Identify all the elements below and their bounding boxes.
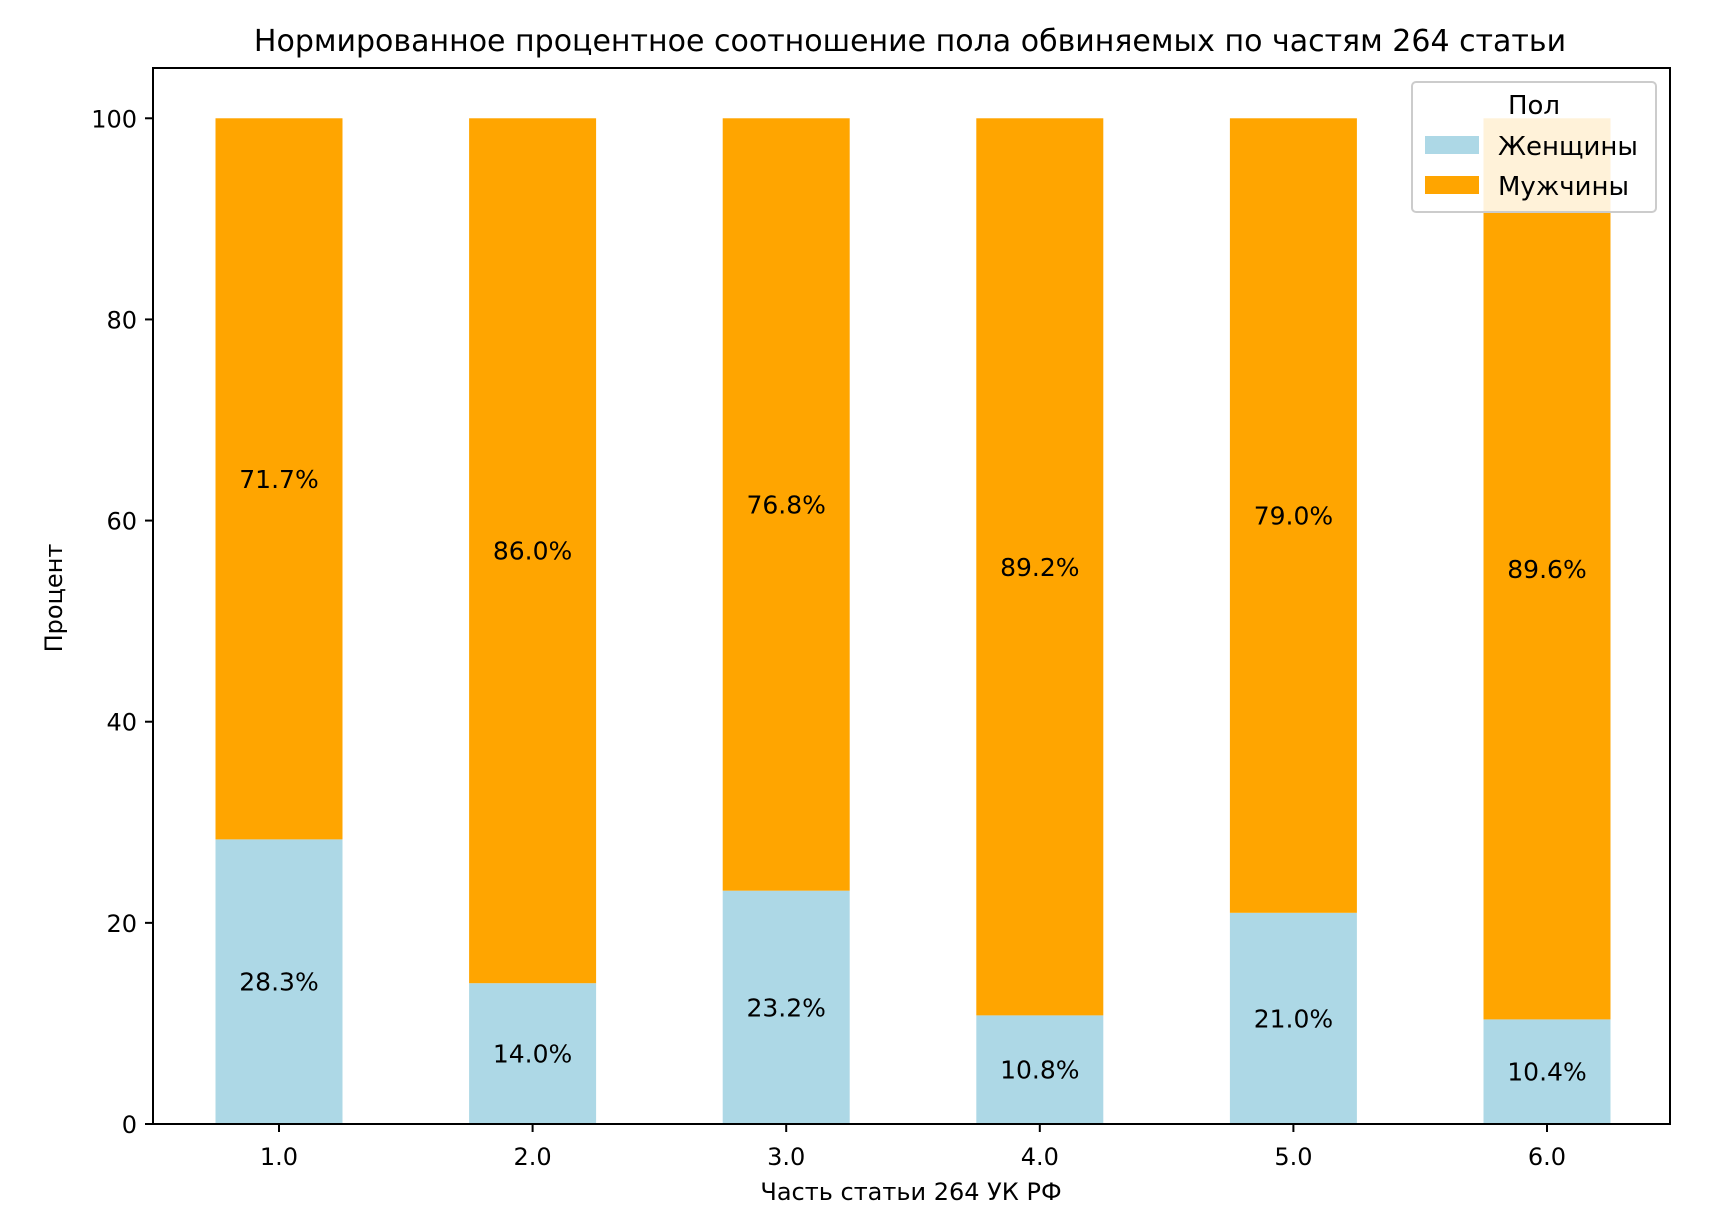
x-tick-label-2: 2.0	[514, 1143, 552, 1171]
y-tick-label-100: 100	[91, 105, 137, 133]
y-tick-label-0: 0	[122, 1111, 137, 1139]
legend-label-women: Женщины	[1498, 132, 1638, 162]
bar-men-2	[469, 118, 597, 984]
y-tick-label-80: 80	[106, 306, 137, 334]
data-label-men-3: 76.8%	[746, 490, 825, 519]
bar-women-1	[215, 839, 343, 1124]
data-label-men-6: 89.6%	[1507, 555, 1586, 584]
bar-women-5	[1229, 912, 1357, 1124]
x-tick-label-5: 5.0	[1274, 1143, 1312, 1171]
bar-men-4	[976, 118, 1104, 1016]
plot-frame	[152, 67, 1671, 1125]
x-tick-label-1: 1.0	[260, 1143, 298, 1171]
bar-women-3	[722, 890, 850, 1124]
data-label-women-2: 14.0%	[493, 1040, 572, 1069]
legend-label-men: Мужчины	[1498, 172, 1629, 202]
bar-women-4	[976, 1015, 1104, 1124]
bar-women-2	[469, 983, 597, 1124]
legend-entries: Женщины Мужчины	[1425, 132, 1638, 202]
y-tick-label-20: 20	[106, 910, 137, 938]
data-label-women-5: 21.0%	[1254, 1004, 1333, 1033]
x-tick-label-4: 4.0	[1021, 1143, 1059, 1171]
data-label-women-4: 10.8%	[1000, 1056, 1079, 1085]
bar-men-1	[215, 118, 343, 840]
x-axis-label: Часть статьи 264 УК РФ	[760, 1178, 1061, 1206]
chart-title: Нормированное процентное соотношение пол…	[254, 24, 1566, 59]
y-axis-label: Процент	[40, 544, 68, 653]
y-tick-label-40: 40	[106, 709, 137, 737]
y-tick-label-60: 60	[106, 508, 137, 536]
legend-swatch-men	[1425, 176, 1479, 194]
data-label-women-3: 23.2%	[746, 993, 825, 1022]
plot-area: 28.3% 71.7% 14.0% 86.0% 23.2% 76.8% 10.8% 89.2%…	[215, 118, 1611, 1124]
x-tick-label-3: 3.0	[767, 1143, 805, 1171]
legend-title: Пол	[1508, 91, 1560, 121]
y-axis: 0 20 40 60 80 100	[91, 105, 153, 1139]
data-label-women-1: 28.3%	[239, 968, 318, 997]
bar-men-3	[722, 118, 850, 891]
bar-men-5	[1229, 118, 1357, 913]
bar-women-6	[1483, 1019, 1611, 1124]
data-label-men-4: 89.2%	[1000, 553, 1079, 582]
bar-men-6	[1483, 118, 1611, 1020]
data-label-women-6: 10.4%	[1507, 1058, 1586, 1087]
legend: Пол Женщины Мужчины	[1411, 81, 1657, 213]
legend-swatch-women	[1425, 136, 1479, 154]
data-label-men-2: 86.0%	[493, 537, 572, 566]
data-label-men-1: 71.7%	[239, 465, 318, 494]
data-label-men-5: 79.0%	[1254, 502, 1333, 531]
x-tick-label-6: 6.0	[1528, 1143, 1566, 1171]
x-axis: 1.0 2.0 3.0 4.0 5.0 6.0	[260, 1124, 1566, 1171]
